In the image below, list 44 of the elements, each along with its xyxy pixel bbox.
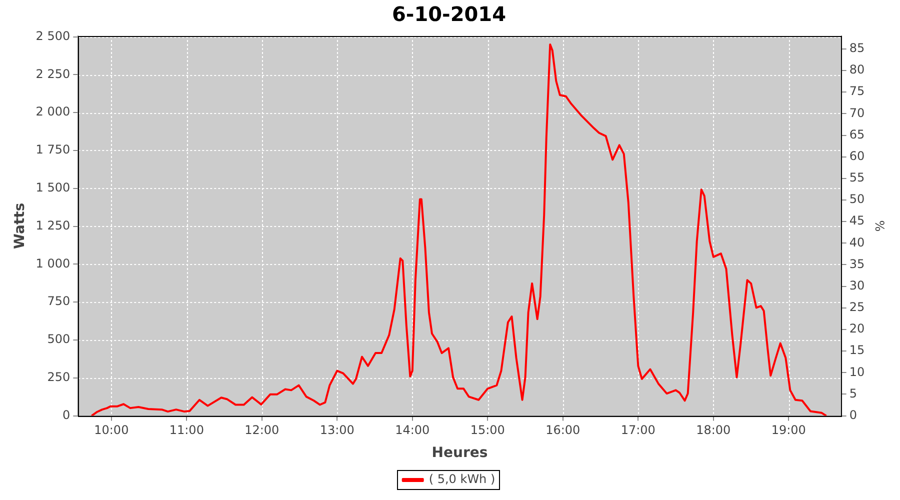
y-tick-label: 2 500	[36, 28, 70, 43]
x-tick-label: 14:00	[395, 423, 430, 438]
y2-tick-label: 15	[849, 343, 865, 358]
y2-tick-label: 65	[849, 127, 865, 142]
y-tick-label: 1 250	[36, 218, 70, 232]
y2-tick-label: 80	[849, 62, 865, 77]
y-tick-label: 750	[47, 294, 70, 308]
y2-tick-label: 55	[849, 170, 865, 185]
y-tick-label: 250	[47, 370, 70, 384]
y2-axis-title: %	[872, 220, 887, 232]
x-tick-label: 17:00	[620, 423, 656, 438]
x-tick-label: 18:00	[696, 423, 731, 438]
y-tick-label: 0	[62, 408, 70, 422]
chart-title: 6-10-2014	[392, 2, 506, 26]
y2-tick-label: 10	[849, 364, 865, 379]
y2-tick-label: 25	[849, 300, 865, 314]
y-tick-label: 2 000	[36, 104, 70, 119]
x-tick-label: 13:00	[320, 423, 354, 438]
y-tick-label: 1 000	[36, 256, 70, 270]
y2-tick-label: 75	[849, 84, 865, 98]
x-tick-label: 15:00	[470, 423, 505, 438]
y2-tick-label: 20	[849, 322, 865, 336]
y2-tick-label: 45	[849, 214, 865, 228]
y-tick-label: 1 750	[36, 142, 70, 157]
x-tick-label: 10:00	[94, 423, 129, 438]
y2-tick-label: 85	[849, 41, 865, 56]
y-tick-label: 2 250	[36, 66, 70, 81]
y2-tick-label: 50	[849, 192, 865, 206]
y2-tick-label: 60	[849, 148, 865, 163]
y-tick-label: 500	[47, 332, 70, 346]
y2-tick-label: 0	[849, 408, 857, 422]
x-tick-label: 11:00	[169, 423, 204, 438]
y-axis-title: Watts	[12, 202, 28, 249]
x-tick-label: 16:00	[546, 423, 580, 438]
y2-tick-label: 70	[849, 106, 865, 120]
y-tick-label: 1 500	[36, 180, 70, 194]
legend-label: ( 5,0 kWh )	[428, 472, 496, 486]
y2-tick-label: 5	[849, 386, 857, 400]
y2-tick-label: 35	[849, 256, 865, 271]
x-tick-label: 19:00	[771, 423, 806, 438]
y2-tick-label: 30	[849, 278, 865, 292]
x-axis-title: Heures	[432, 445, 488, 462]
x-tick-label: 12:00	[244, 423, 280, 438]
y2-tick-label: 40	[849, 235, 865, 250]
